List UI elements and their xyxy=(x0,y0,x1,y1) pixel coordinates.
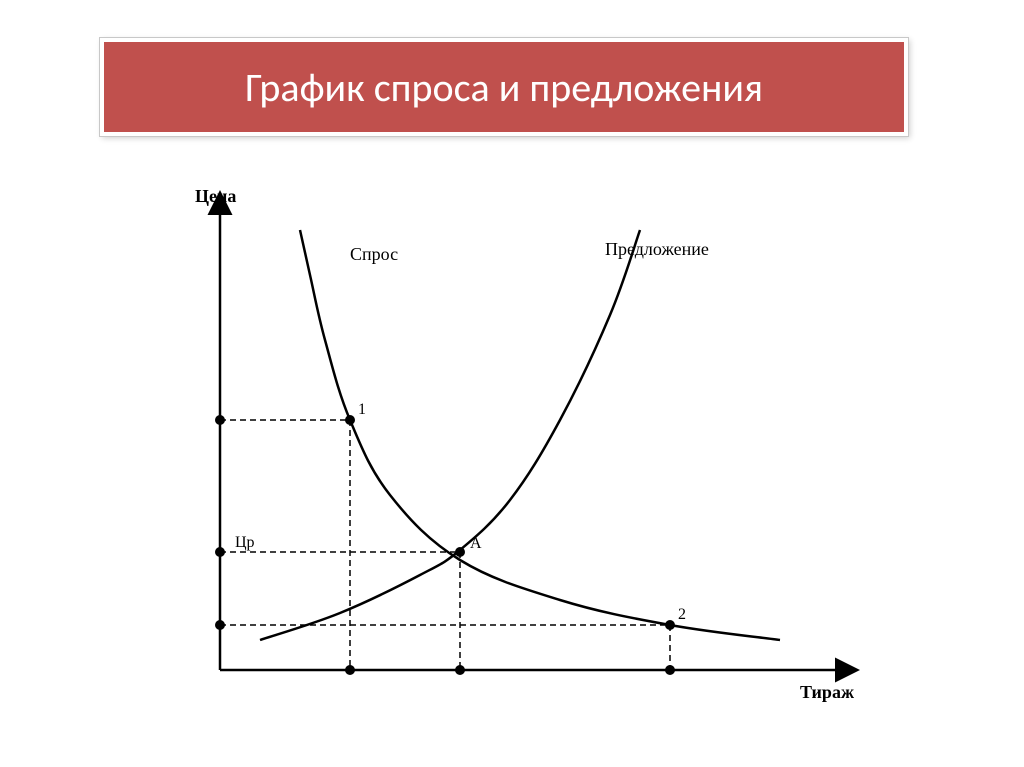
x-axis-label: Тираж xyxy=(800,682,855,702)
point-A xyxy=(455,547,465,557)
point-2 xyxy=(665,620,675,630)
label-point-2: 2 xyxy=(678,606,686,623)
point-y1 xyxy=(215,415,225,425)
label-point-1: 1 xyxy=(358,401,366,418)
supply-demand-chart: Цена Тираж Спрос Предложение 1 A 2 Цр xyxy=(140,180,880,725)
point-xA xyxy=(455,665,465,675)
y-axis-label: Цена xyxy=(195,186,236,206)
point-x1 xyxy=(345,665,355,675)
title-box: График спроса и предложения xyxy=(100,38,908,136)
supply-label: Предложение xyxy=(605,239,709,259)
point-1 xyxy=(345,415,355,425)
equilibrium-price-label: Цр xyxy=(235,534,255,551)
point-y2 xyxy=(215,620,225,630)
point-yA xyxy=(215,547,225,557)
label-point-A: A xyxy=(470,535,482,552)
supply-curve xyxy=(260,230,640,640)
demand-label: Спрос xyxy=(350,244,398,264)
page-title: График спроса и предложения xyxy=(245,63,763,112)
demand-curve xyxy=(300,230,780,640)
point-x2 xyxy=(665,665,675,675)
